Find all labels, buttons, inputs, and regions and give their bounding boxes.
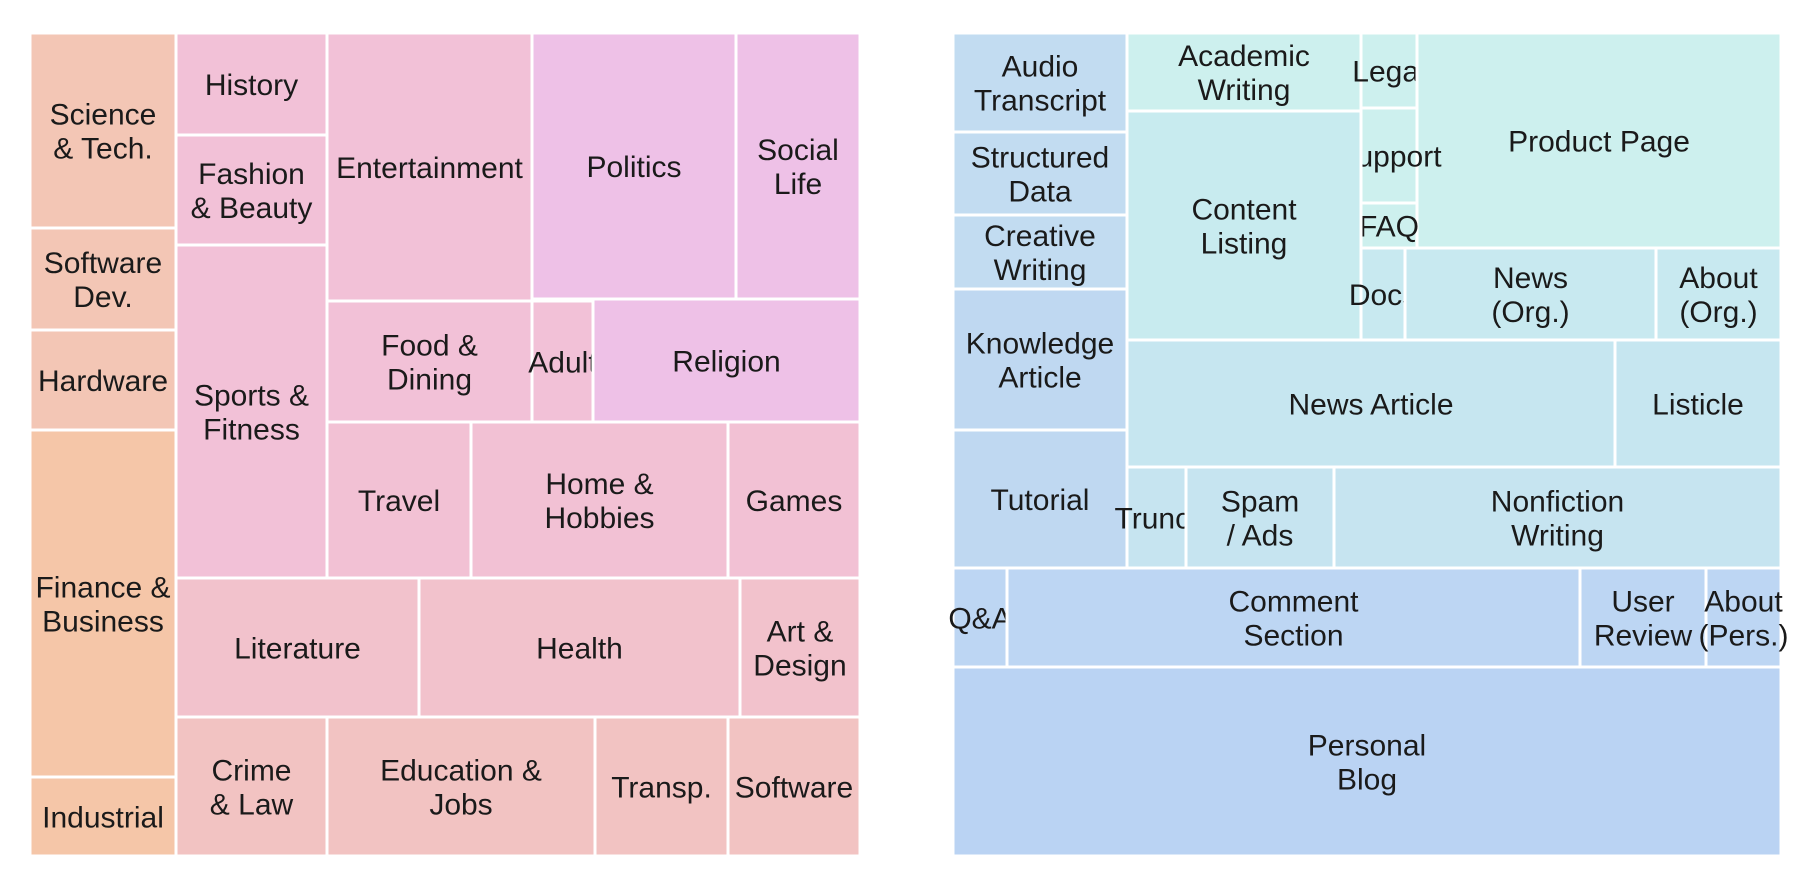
tile-label-industrial: Industrial [42, 802, 164, 835]
tile-label-home-hobbies: Home & Hobbies [544, 468, 654, 535]
tile-label-entertainment: Entertainment [336, 152, 523, 185]
tile-user-review [1578, 566, 1708, 669]
tile-label-science-tech: Science & Tech. [50, 99, 157, 166]
tile-label-about-pers: About (Pers.) [1699, 586, 1789, 653]
tile-art-design [738, 576, 862, 719]
tile-social-life [734, 31, 862, 301]
topic-treemap: Science & Tech. Software Dev. Hardware Financ… [28, 31, 862, 858]
tile-literature [174, 576, 421, 719]
tile-label-nonfiction-writing: Nonfiction Writing [1491, 486, 1624, 553]
tile-label-finance-business: Finance & Business [35, 572, 170, 639]
tile-label-listicle: Listicle [1652, 389, 1744, 422]
tile-history [174, 31, 329, 137]
tile-politics [530, 31, 738, 301]
tile-audio-transcript [951, 31, 1129, 134]
tile-label-comment-section: Comment Section [1228, 586, 1359, 653]
tile-label-personal-blog: Personal Blog [1308, 730, 1426, 797]
tile-label-faq: FAQ [1359, 211, 1419, 244]
tile-label-spam-ads: Spam / Ads [1221, 486, 1299, 553]
tile-about-org [1654, 246, 1783, 342]
tile-legal [1359, 31, 1419, 110]
tile-label-structured-data: Structured Data [971, 142, 1109, 209]
tile-trunc [1125, 465, 1188, 570]
tile-nonfiction-writing [1332, 465, 1783, 570]
tile-news-article [1125, 338, 1617, 469]
tile-label-food-dining: Food & Dining [381, 330, 478, 397]
tile-label-product-page: Product Page [1508, 126, 1690, 159]
tile-fashion-beauty [174, 133, 329, 247]
tile-crime-law [174, 715, 329, 858]
tile-label-trunc: Trunc. [1115, 503, 1199, 536]
tile-label-creative-writing: Creative Writing [984, 220, 1096, 287]
tile-listicle [1613, 338, 1783, 469]
tile-label-about-org: About (Org.) [1679, 262, 1758, 329]
tile-content-listing [1125, 109, 1363, 342]
tile-label-travel: Travel [358, 485, 440, 518]
tile-label-news-article: News Article [1288, 389, 1453, 422]
tile-label-health: Health [536, 633, 623, 666]
tile-label-literature: Literature [234, 633, 361, 666]
tile-label-news-org: News (Org.) [1491, 262, 1569, 329]
tile-label-adult: Adult [528, 347, 597, 380]
tile-label-education-jobs: Education & Jobs [380, 755, 542, 822]
tile-label-transp: Transp. [611, 772, 712, 805]
tile-education-jobs [325, 715, 597, 858]
tile-finance-business [28, 428, 178, 779]
tile-label-knowledge-article: Knowledge Article [966, 328, 1114, 395]
tile-label-sports-fitness: Sports & Fitness [194, 380, 309, 447]
tile-label-fashion-beauty: Fashion & Beauty [191, 158, 313, 225]
format-treemap: Audio Transcript Structured Data Creative Wri… [948, 31, 1789, 858]
tile-games [726, 420, 862, 580]
tile-news-org [1403, 246, 1658, 342]
tile-label-q-a: Q&A [948, 603, 1011, 636]
tile-software [726, 715, 862, 858]
tile-food-dining [325, 299, 534, 424]
tile-label-content-listing: Content Listing [1191, 194, 1297, 261]
tile-label-history: History [205, 69, 298, 102]
tile-home-hobbies [469, 420, 730, 580]
tile-label-crime-law: Crime & Law [210, 755, 294, 822]
tile-label-religion: Religion [672, 346, 780, 379]
tile-label-games: Games [746, 485, 843, 518]
tile-transp [593, 715, 730, 858]
tile-label-tutorial: Tutorial [991, 484, 1090, 517]
tile-label-academic-writing: Academic Writing [1178, 40, 1310, 107]
tile-label-software: Software [735, 772, 853, 805]
tile-label-user-review: User Review [1594, 586, 1693, 653]
tile-structured-data [951, 130, 1129, 217]
tile-label-hardware: Hardware [38, 365, 168, 398]
tile-label-social-life: Social Life [757, 134, 839, 201]
tile-knowledge-article [951, 287, 1129, 432]
tile-industrial [28, 775, 178, 858]
tile-label-legal: Legal [1352, 56, 1425, 89]
tile-label-politics: Politics [586, 151, 681, 184]
tile-product-page [1415, 31, 1783, 250]
tile-science-tech [28, 31, 178, 230]
tile-software-dev [28, 226, 178, 332]
tile-label-audio-transcript: Audio Transcript [974, 51, 1107, 118]
tile-label-art-design: Art & Design [753, 616, 846, 683]
tile-sports-fitness [174, 243, 329, 580]
tile-personal-blog [951, 665, 1783, 858]
tile-faq [1359, 201, 1419, 250]
tile-spam-ads [1184, 465, 1336, 570]
tile-label-software-dev: Software Dev. [44, 247, 162, 314]
